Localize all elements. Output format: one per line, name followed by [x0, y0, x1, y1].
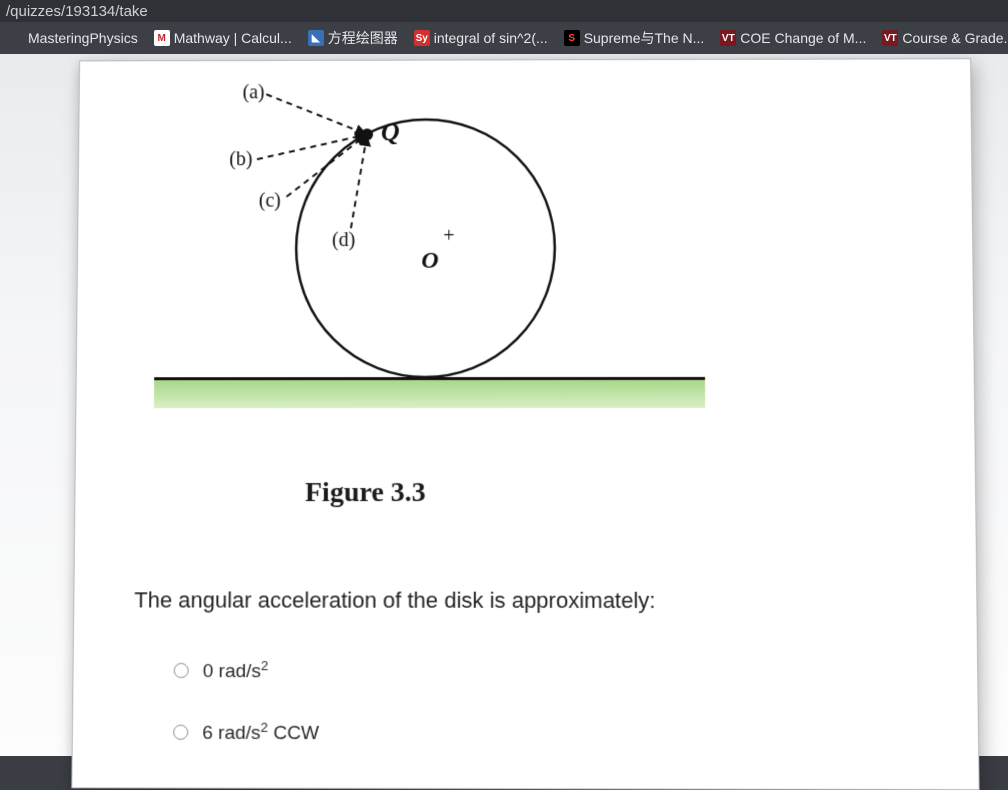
- svg-text:+: +: [443, 225, 454, 247]
- radio-icon[interactable]: [173, 725, 188, 740]
- bookmark-favicon: [8, 30, 24, 46]
- bookmark-favicon: VT: [882, 30, 898, 46]
- bookmark-label: Mathway | Calcul...: [174, 30, 292, 46]
- bookmark-favicon: M: [154, 30, 170, 46]
- bookmark-item[interactable]: MMathway | Calcul...: [150, 28, 296, 48]
- radio-icon[interactable]: [174, 663, 189, 678]
- bookmark-item[interactable]: ◣方程绘图器: [304, 26, 402, 50]
- bookmark-label: integral of sin^2(...: [434, 30, 548, 46]
- svg-text:O: O: [421, 248, 438, 274]
- answer-option[interactable]: 0 rad/s2: [174, 658, 320, 684]
- address-bar[interactable]: /quizzes/193134/take: [0, 0, 1008, 22]
- answer-option[interactable]: 6 rad/s2 CCW: [173, 720, 319, 746]
- quiz-page: +O (a) (b) (c) (d) Q Figure 3.3 The angular a…: [71, 58, 979, 790]
- svg-text:(a): (a): [243, 82, 265, 104]
- bookmark-label: Course & Grade.: [902, 30, 1007, 46]
- bookmark-item[interactable]: VTCourse & Grade.: [878, 28, 1008, 48]
- bookmark-favicon: S: [564, 30, 580, 46]
- figure-caption: Figure 3.3: [305, 477, 426, 509]
- svg-text:(c): (c): [259, 190, 281, 212]
- svg-text:Q: Q: [381, 118, 400, 147]
- bookmark-favicon: ◣: [308, 30, 324, 46]
- page-background: +O (a) (b) (c) (d) Q Figure 3.3 The angular a…: [0, 54, 1008, 756]
- bookmark-item[interactable]: SSupreme与The N...: [560, 26, 709, 50]
- bookmark-label: 方程绘图器: [328, 28, 398, 48]
- ground-fill: [154, 380, 705, 408]
- option-label: 6 rad/s2 CCW: [202, 720, 319, 746]
- bookmark-label: MasteringPhysics: [28, 30, 138, 46]
- bookmark-label: COE Change of M...: [740, 30, 866, 46]
- svg-text:(b): (b): [229, 148, 252, 170]
- figure-diagram: +O (a) (b) (c) (d) Q: [146, 80, 726, 457]
- svg-text:(d): (d): [332, 229, 355, 251]
- bookmark-label: Supreme与The N...: [584, 28, 705, 48]
- bookmarks-bar: MasteringPhysics MMathway | Calcul... ◣方程绘…: [0, 22, 1008, 54]
- answer-options: 0 rad/s2 6 rad/s2 CCW: [173, 658, 320, 782]
- question-text: The angular acceleration of the disk is …: [134, 587, 655, 614]
- bookmark-favicon: VT: [720, 30, 736, 46]
- bookmark-item[interactable]: VTCOE Change of M...: [716, 28, 870, 48]
- option-label: 0 rad/s2: [203, 658, 269, 684]
- bookmark-item[interactable]: Syintegral of sin^2(...: [410, 28, 552, 48]
- bookmark-favicon: Sy: [414, 30, 430, 46]
- bookmark-item[interactable]: MasteringPhysics: [4, 28, 142, 48]
- url-path: /quizzes/193134/take: [6, 3, 148, 20]
